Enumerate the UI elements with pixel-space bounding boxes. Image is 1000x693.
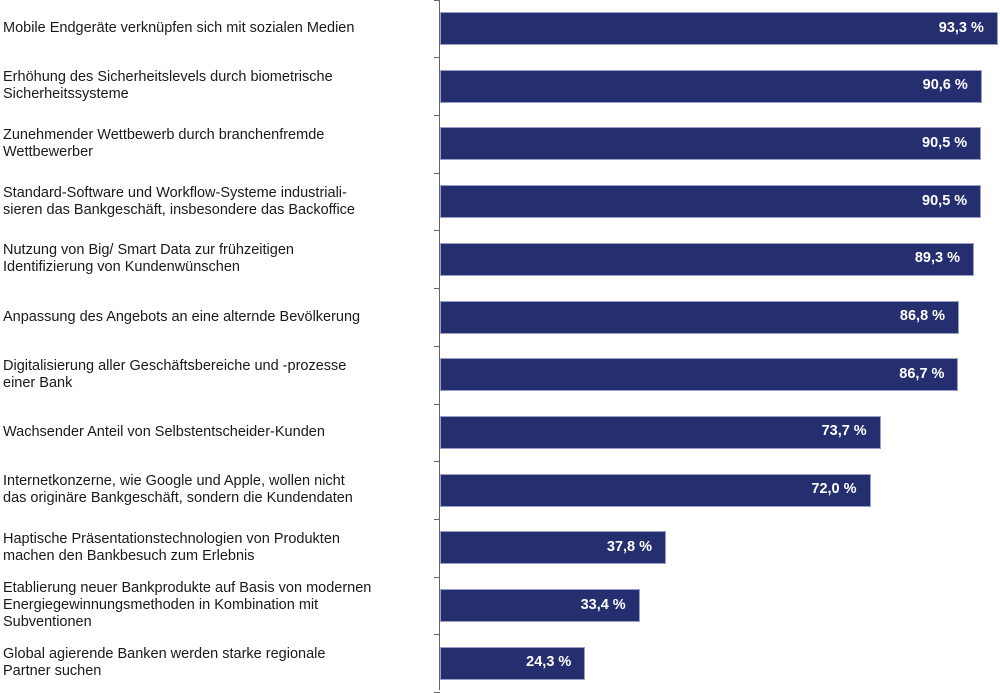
category-label: Erhöhung des Sicherheitslevels durch bio… [3, 69, 433, 103]
bar [440, 185, 982, 219]
category-label-line: Energiegewinnungsmethoden in Kombination… [3, 597, 319, 613]
category-label-line: Wachsender Anteil von Selbstentscheider-… [3, 423, 325, 440]
data-label: 33,4 % [580, 596, 626, 613]
category-label: Digitalisierung aller Geschäftsbereiche … [3, 358, 433, 392]
category-label: Standard-Software und Workflow-Systeme i… [3, 185, 433, 219]
bar [440, 358, 959, 392]
category-label: Zunehmender Wettbewerb durch branchenfre… [3, 127, 433, 161]
axis-tick [434, 0, 440, 1]
axis-tick [434, 57, 440, 58]
category-label: Etablierung neuer Bankprodukte auf Basis… [3, 580, 433, 631]
axis-tick [434, 634, 440, 635]
category-label-line: Erhöhung des Sicherheitslevels durch bio… [3, 69, 333, 86]
data-label: 86,8 % [899, 308, 946, 324]
category-label-line: machen den Bankbesuch zum Erlebnis [3, 547, 255, 564]
category-label-line: einer Bank [3, 374, 73, 391]
bar [440, 300, 960, 334]
category-label-line: Mobile Endgeräte verknüpfen sich mit soz… [3, 20, 355, 36]
category-label-line: sieren das Bankgeschäft, insbesondere da… [3, 201, 355, 218]
axis-tick [434, 288, 440, 289]
category-label-line: Zunehmender Wettbewerb durch branchenfre… [3, 126, 325, 143]
bar [440, 127, 982, 161]
category-label-line: Digitalisierung aller Geschäftsbereiche … [3, 357, 347, 374]
category-label: Wachsender Anteil von Selbstentscheider-… [3, 424, 433, 441]
data-label: 86,7 % [899, 365, 945, 382]
axis-tick [434, 461, 440, 462]
category-label: Haptische Präsentationstechnologien von … [3, 531, 433, 565]
bar [440, 473, 871, 507]
axis-tick [434, 346, 440, 347]
axis-tick [434, 115, 440, 116]
category-label-line: Anpassung des Angebots an eine alternde … [3, 308, 361, 325]
category-label-line: Haptische Präsentationstechnologien von … [3, 530, 340, 547]
category-label-line: Partner suchen [3, 663, 102, 680]
category-label-line: das originäre Bankgeschäft, sondern die … [3, 490, 353, 507]
category-label-line: Etablierung neuer Bankprodukte auf Basis… [3, 580, 372, 596]
data-label: 73,7 % [821, 423, 867, 440]
data-label: 89,3 % [914, 250, 960, 267]
axis-tick [434, 577, 440, 578]
category-label-line: Subventionen [3, 614, 92, 630]
category-label: Global agierende Banken werden starke re… [3, 646, 433, 680]
category-label-line: Global agierende Banken werden starke re… [3, 646, 326, 663]
category-label-line: Wettbewerber [3, 143, 93, 160]
category-label-line: Nutzung von Big/ Smart Data zur frühzeit… [3, 242, 294, 259]
data-label: 90,5 % [922, 192, 968, 209]
bar [440, 531, 667, 565]
category-axis [439, 0, 440, 690]
bar [440, 415, 881, 449]
category-label-line: Internetkonzerne, wie Google und Apple, … [3, 473, 345, 490]
bar [440, 69, 982, 103]
data-label: 72,0 % [811, 481, 857, 498]
bar [440, 646, 586, 680]
category-label-line: Identifizierung von Kundenwünschen [3, 259, 240, 276]
category-label-line: Sicherheitssysteme [3, 86, 129, 103]
axis-tick [434, 404, 440, 405]
data-label: 93,3 % [938, 19, 984, 36]
data-label: 24,3 % [526, 654, 572, 671]
category-label-line: Standard-Software und Workflow-Systeme i… [3, 184, 347, 201]
bar [440, 589, 640, 622]
data-label: 90,6 % [922, 77, 968, 94]
category-label: Anpassung des Angebots an eine alternde … [3, 309, 433, 326]
data-label: 90,5 % [922, 134, 968, 151]
axis-tick [434, 173, 440, 174]
category-label: Mobile Endgeräte verknüpfen sich mit soz… [3, 20, 433, 37]
bar [440, 242, 974, 276]
axis-tick [434, 519, 440, 520]
bar [440, 12, 998, 45]
axis-tick [434, 230, 440, 231]
category-label: Internetkonzerne, wie Google und Apple, … [3, 473, 433, 507]
category-label: Nutzung von Big/ Smart Data zur frühzeit… [3, 242, 433, 276]
data-label: 37,8 % [606, 538, 653, 555]
